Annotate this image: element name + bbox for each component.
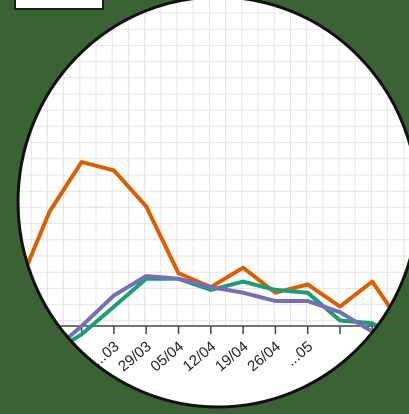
series-line-2 bbox=[18, 276, 409, 359]
series-lines bbox=[18, 160, 409, 359]
lens-border bbox=[16, 0, 409, 409]
series-line-3 bbox=[18, 274, 409, 359]
corner-label-box bbox=[14, 0, 104, 10]
series-line-1 bbox=[18, 160, 409, 342]
